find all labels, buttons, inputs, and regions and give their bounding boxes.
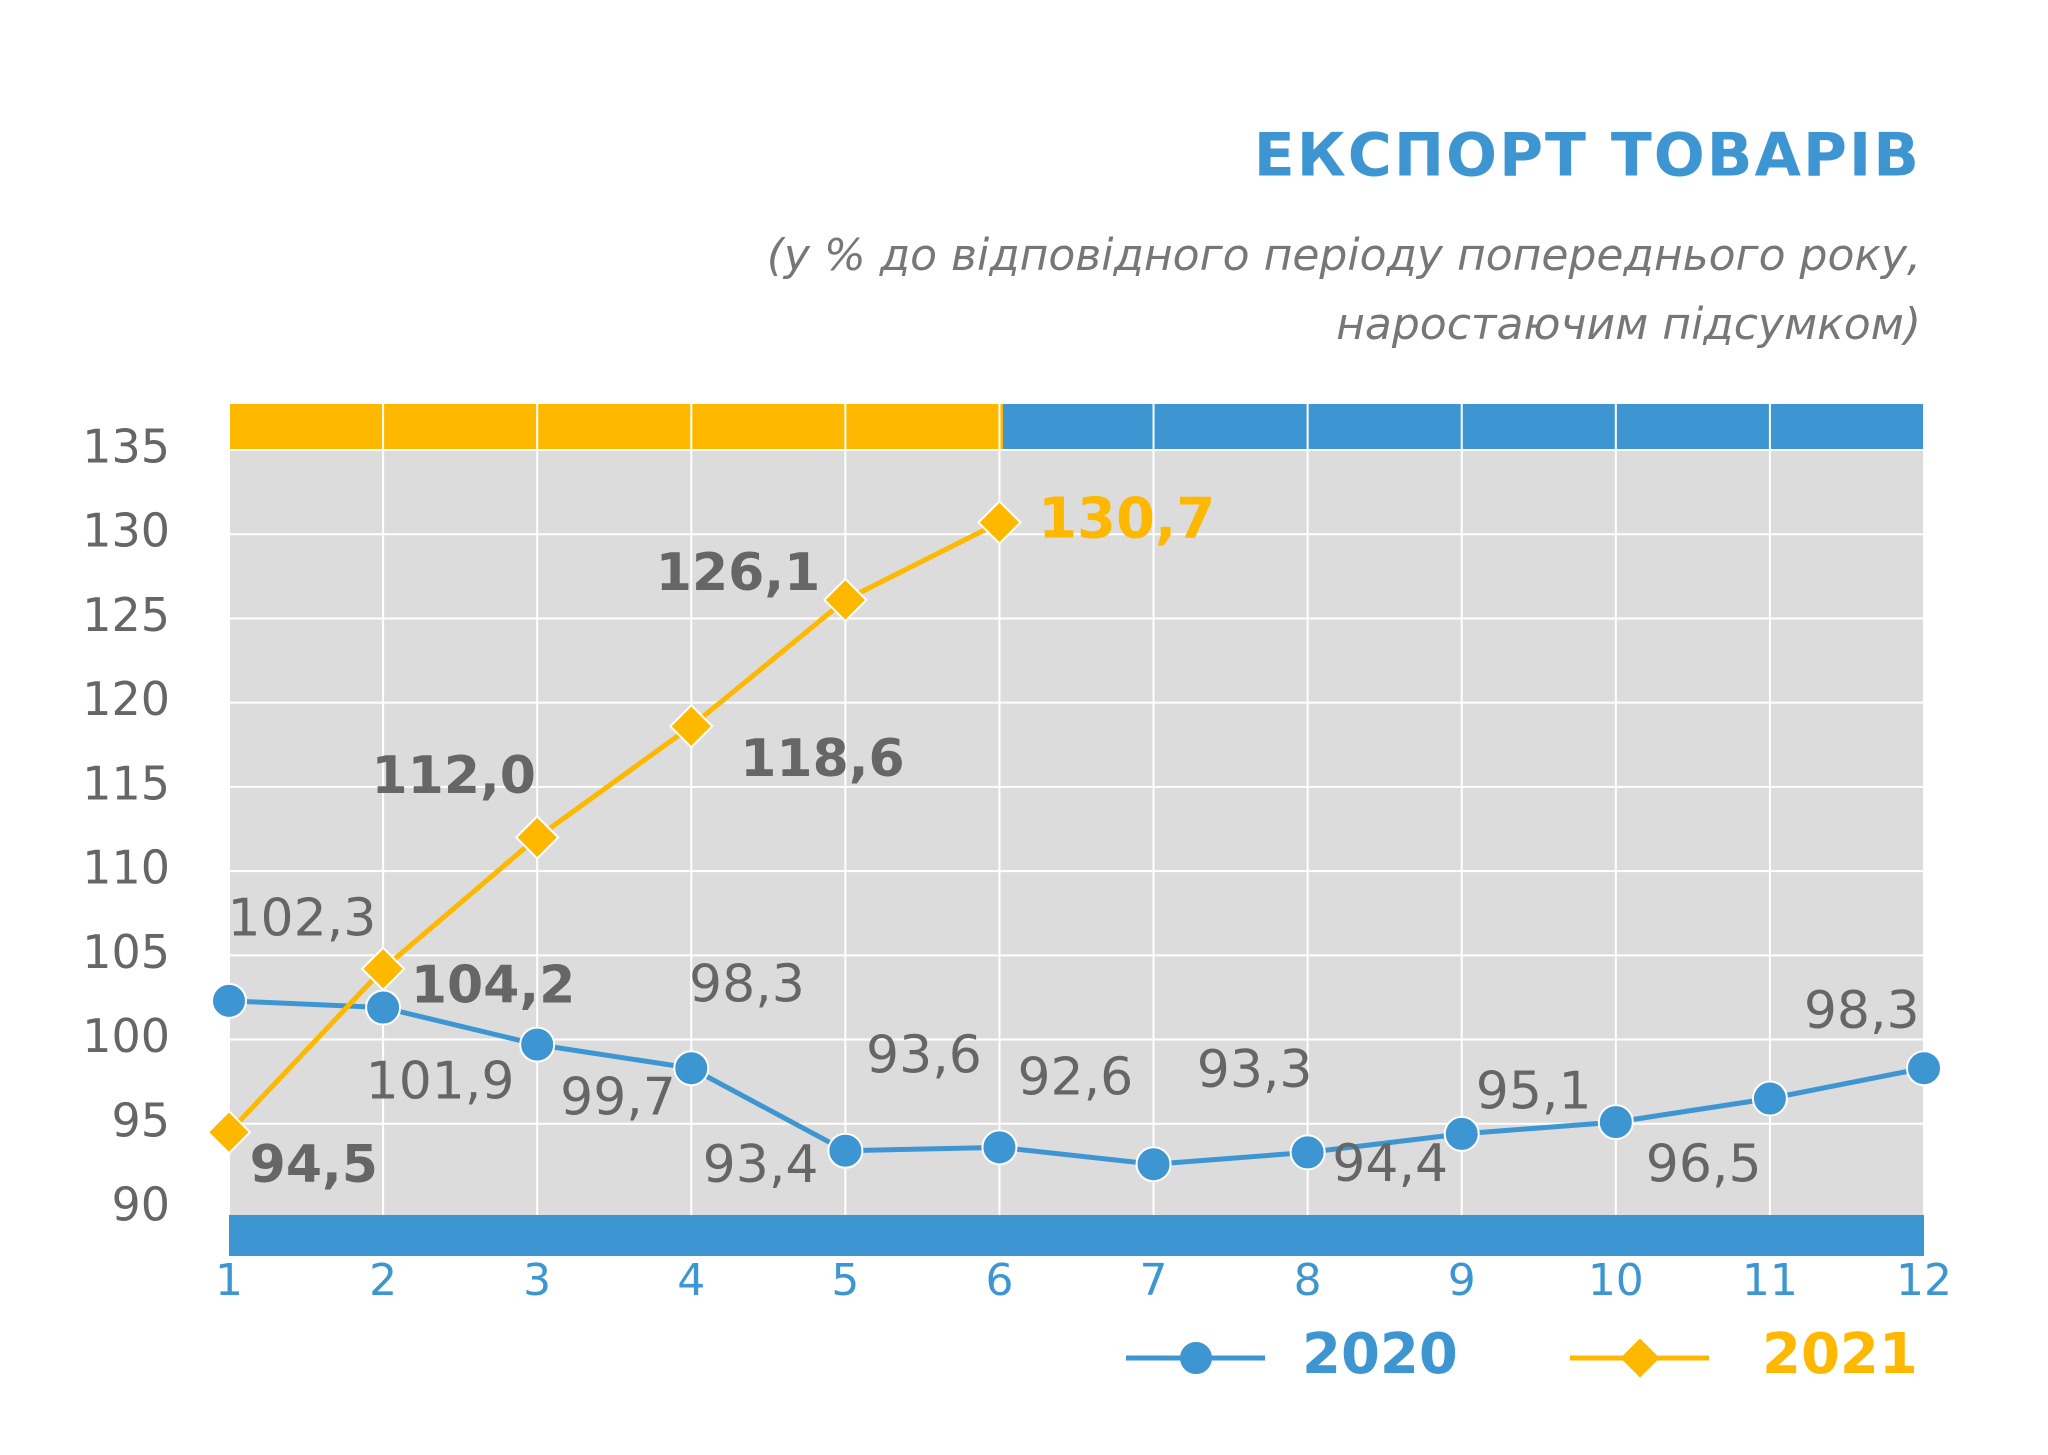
data-label: 93,4 <box>703 1135 819 1195</box>
data-label: 94,5 <box>250 1135 378 1195</box>
data-label: 130,7 <box>1038 487 1215 552</box>
y-tick-label: 125 <box>82 588 170 642</box>
data-label: 92,6 <box>1017 1048 1133 1108</box>
y-tick-label: 100 <box>82 1009 170 1063</box>
series-line <box>228 998 1925 1167</box>
point-marker <box>977 500 1022 545</box>
data-label: 93,6 <box>866 1026 982 1086</box>
data-label: 96,5 <box>1646 1134 1762 1194</box>
top-band <box>229 404 1003 450</box>
point-marker <box>519 1026 556 1063</box>
chart-subtitle: наростаючим підсумком) <box>1336 299 1921 350</box>
y-tick-label: 110 <box>82 841 170 895</box>
point-marker <box>827 1132 864 1169</box>
x-tick-label: 3 <box>523 1255 551 1306</box>
x-tick-label: 8 <box>1294 1255 1322 1306</box>
data-label: 104,2 <box>411 956 575 1016</box>
point-marker <box>822 577 868 623</box>
chart-title: ЕКСПОРТ ТОВАРІВ <box>1254 121 1921 191</box>
data-label: 102,3 <box>227 888 376 948</box>
data-label: 93,3 <box>1197 1040 1313 1100</box>
point-marker <box>1289 1134 1326 1171</box>
data-label: 94,4 <box>1332 1134 1448 1194</box>
point-marker <box>365 989 402 1026</box>
x-tick-label: 9 <box>1448 1255 1476 1306</box>
point-marker <box>1135 1146 1172 1183</box>
data-label: 98,3 <box>1804 981 1920 1041</box>
x-tick-label: 7 <box>1140 1255 1168 1306</box>
x-tick-label: 1 <box>215 1255 243 1306</box>
data-label: 98,3 <box>689 954 805 1014</box>
bottom-band <box>229 1215 1924 1256</box>
point-marker <box>360 946 406 992</box>
y-tick-label: 105 <box>82 925 170 979</box>
point-marker <box>206 1109 252 1155</box>
point-marker <box>514 815 560 860</box>
data-label: 112,0 <box>371 746 535 806</box>
y-tick-label: 115 <box>82 756 170 810</box>
point-marker <box>1597 1104 1634 1141</box>
chart-subtitle: (у % до відповідного періоду попередньог… <box>767 230 1921 281</box>
x-tick-label: 12 <box>1896 1255 1952 1306</box>
point-marker <box>1906 1050 1942 1087</box>
series-line <box>227 520 1001 1134</box>
y-tick-label: 90 <box>111 1178 170 1232</box>
top-band <box>1003 404 1924 450</box>
data-label: 99,7 <box>560 1067 676 1127</box>
legend-label: 2021 <box>1762 1322 1918 1387</box>
y-tick-label: 120 <box>82 672 170 726</box>
x-tick-label: 11 <box>1742 1255 1798 1306</box>
point-marker <box>211 982 247 1019</box>
y-tick-label: 135 <box>82 420 170 474</box>
point-marker <box>668 703 714 749</box>
data-label: 101,9 <box>366 1051 515 1111</box>
x-tick-label: 2 <box>369 1255 397 1306</box>
x-tick-label: 6 <box>985 1255 1013 1306</box>
legend-label: 2020 <box>1302 1322 1458 1387</box>
x-tick-label: 10 <box>1588 1255 1644 1306</box>
plot-area <box>229 450 1924 1215</box>
point-marker <box>1751 1080 1788 1117</box>
point-marker <box>1443 1115 1480 1152</box>
y-tick-label: 130 <box>82 504 170 558</box>
point-marker <box>981 1129 1018 1166</box>
point-marker <box>673 1050 710 1087</box>
y-tick-label: 95 <box>111 1093 170 1147</box>
x-tick-label: 4 <box>677 1255 705 1306</box>
data-label: 126,1 <box>656 543 820 603</box>
data-label: 95,1 <box>1476 1061 1592 1121</box>
data-label: 118,6 <box>740 729 904 789</box>
x-tick-label: 5 <box>831 1255 859 1306</box>
